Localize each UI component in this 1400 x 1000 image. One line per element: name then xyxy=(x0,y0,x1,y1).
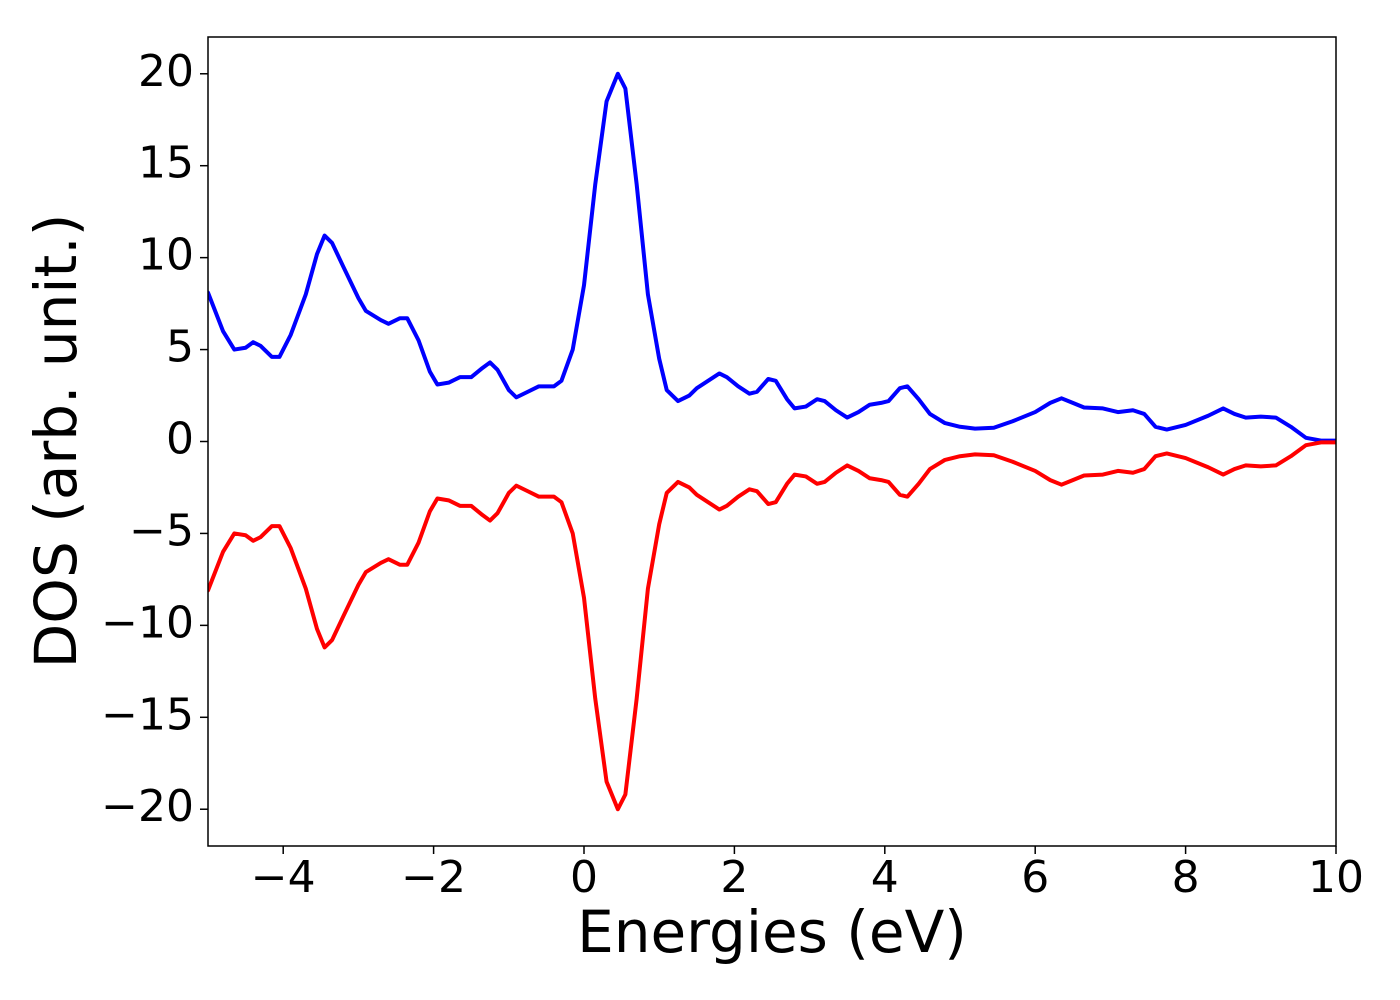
y-tick-label: 10 xyxy=(138,230,194,281)
x-tick-label: 6 xyxy=(1021,852,1049,903)
dos-line xyxy=(208,71,1336,443)
x-tick-label: 2 xyxy=(720,852,748,903)
dos-line xyxy=(208,440,1336,812)
y-axis-label: DOS (arb. unit.) xyxy=(22,214,90,669)
x-tick-label: 10 xyxy=(1308,852,1364,903)
y-tick-label: −20 xyxy=(101,781,194,832)
x-axis-label: Energies (eV) xyxy=(577,898,967,966)
y-tick-label: −10 xyxy=(101,597,194,648)
y-tick-label: −15 xyxy=(101,689,194,740)
y-tick-label: −5 xyxy=(129,505,194,556)
y-tick-label: 20 xyxy=(138,46,194,97)
x-tick-label: 0 xyxy=(570,852,598,903)
x-tick-label: −4 xyxy=(251,852,316,903)
y-tick-label: 5 xyxy=(166,322,194,373)
x-tick-label: 4 xyxy=(871,852,899,903)
y-tick-label: 15 xyxy=(138,138,194,189)
x-tick-label: 8 xyxy=(1172,852,1200,903)
plot-frame xyxy=(207,36,1337,847)
y-tick-label: 0 xyxy=(166,414,194,465)
x-tick-label: −2 xyxy=(401,852,466,903)
